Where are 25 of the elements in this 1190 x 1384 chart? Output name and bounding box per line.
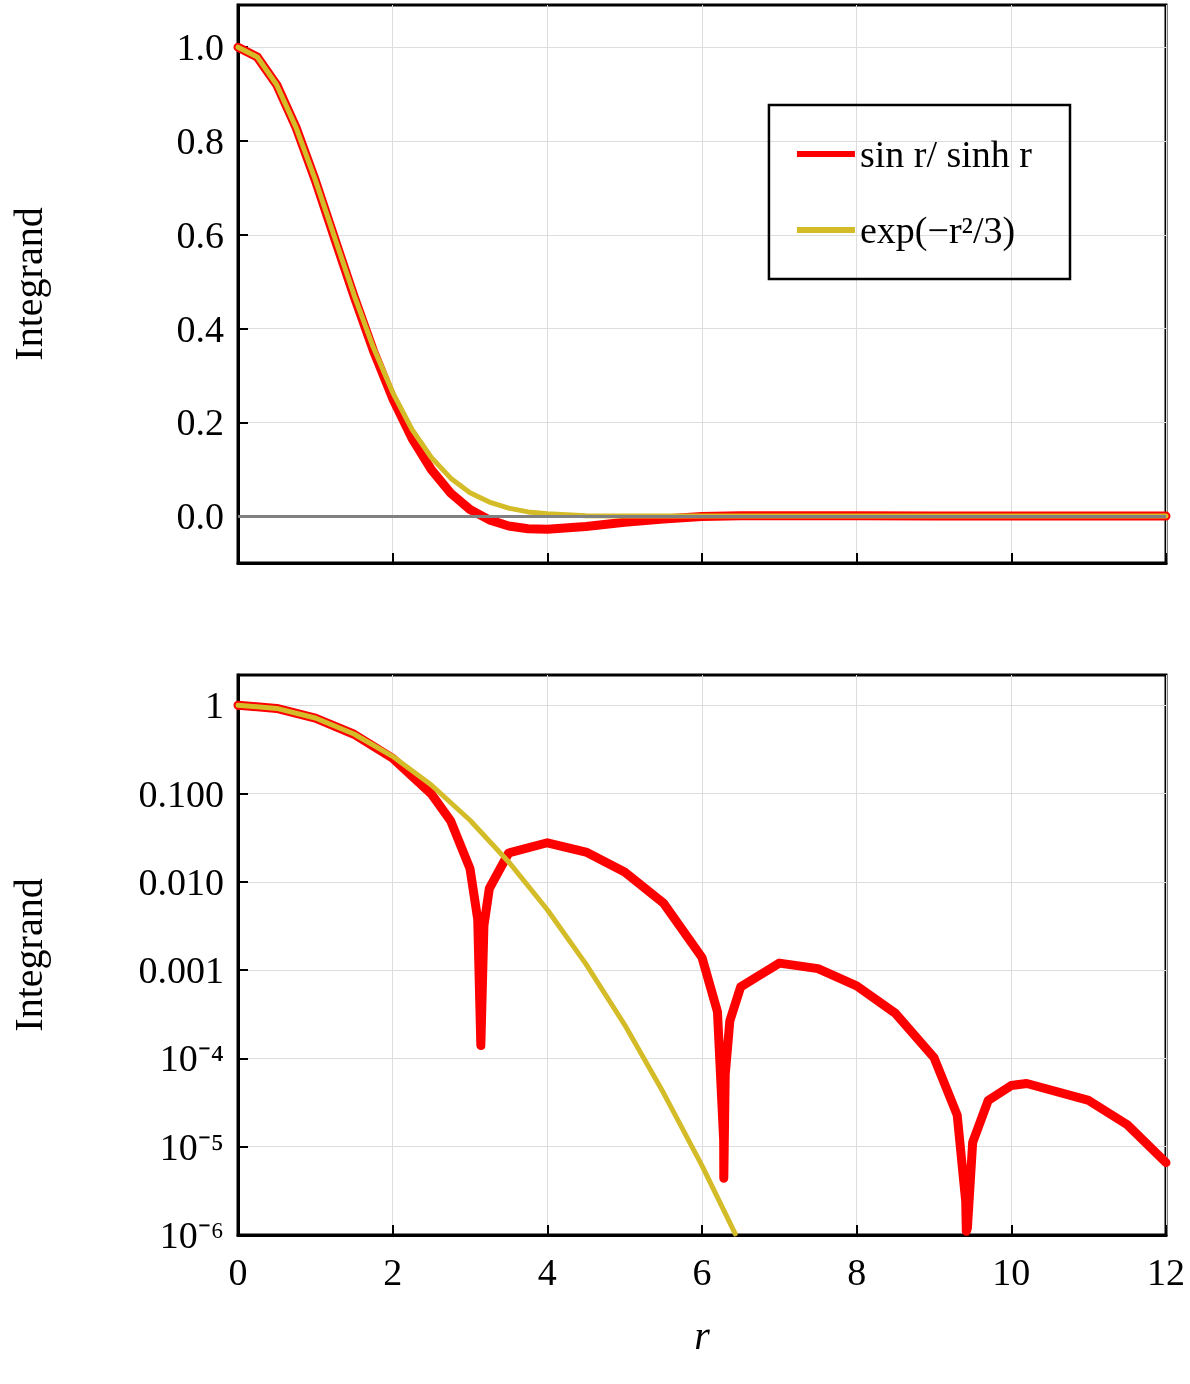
x-tick-label: 12 (1147, 1251, 1185, 1293)
x-tick-label: 0 (228, 1251, 248, 1293)
y-tick-label: 0.6 (176, 213, 224, 256)
x-axis-title: r (694, 1312, 711, 1358)
legend-label: sin r/ sinh r (859, 133, 1033, 175)
y-tick-label: 0.0 (176, 495, 224, 538)
y-axis-title: Integrand (5, 878, 51, 1032)
y-tick-label: 0.001 (138, 949, 224, 992)
legend-label: exp(−r²/3) (859, 209, 1016, 252)
y-tick-label: 0.8 (176, 119, 224, 162)
y-tick-label: 0.2 (176, 401, 224, 444)
x-tick-label: 6 (692, 1251, 712, 1293)
y-axis-title: Integrand (5, 207, 51, 361)
y-tick-label: 1 (205, 684, 224, 727)
x-tick-label: 10 (992, 1251, 1031, 1293)
x-tick-label: 4 (537, 1251, 557, 1293)
y-tick-label: 10⁻⁴ (159, 1037, 224, 1080)
y-tick-label: 10⁻⁶ (159, 1214, 224, 1256)
y-tick-label: 1.0 (176, 26, 224, 69)
y-tick-label: 0.100 (138, 772, 224, 815)
y-tick-label: 10⁻⁵ (159, 1125, 224, 1168)
x-tick-label: 8 (847, 1251, 867, 1293)
x-tick-label: 2 (383, 1251, 403, 1293)
y-tick-label: 0.010 (138, 860, 224, 903)
y-tick-label: 0.4 (176, 307, 224, 350)
